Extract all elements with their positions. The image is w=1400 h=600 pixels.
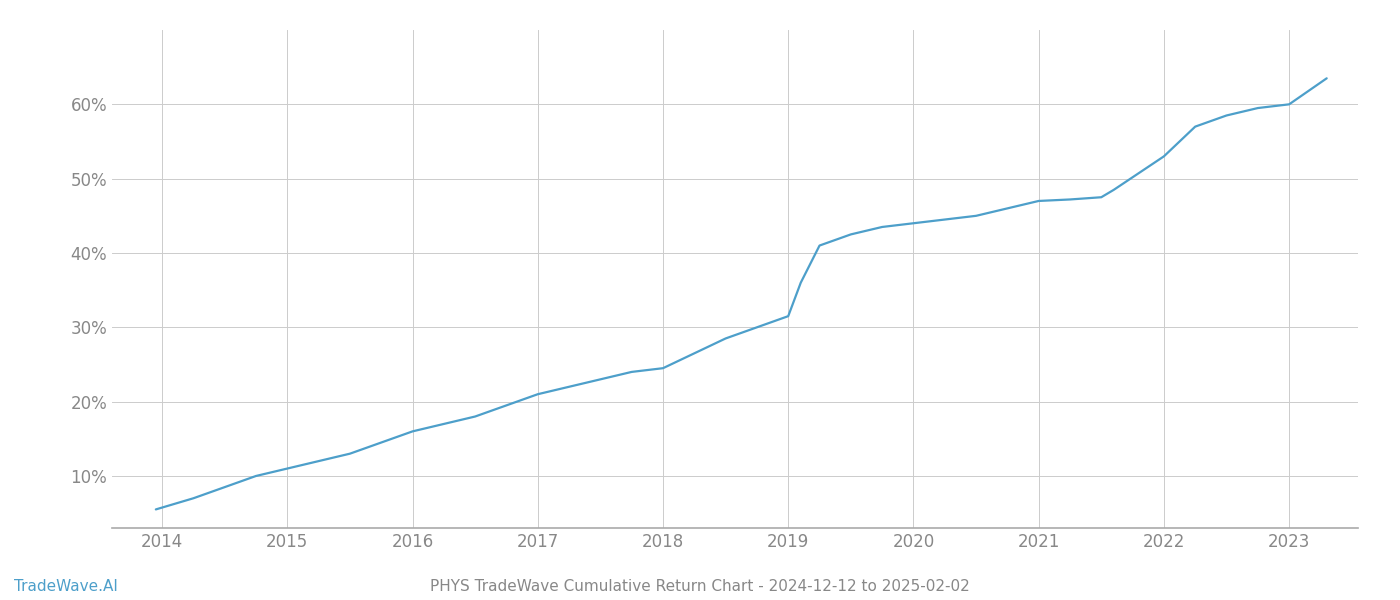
Text: TradeWave.AI: TradeWave.AI (14, 579, 118, 594)
Text: PHYS TradeWave Cumulative Return Chart - 2024-12-12 to 2025-02-02: PHYS TradeWave Cumulative Return Chart -… (430, 579, 970, 594)
